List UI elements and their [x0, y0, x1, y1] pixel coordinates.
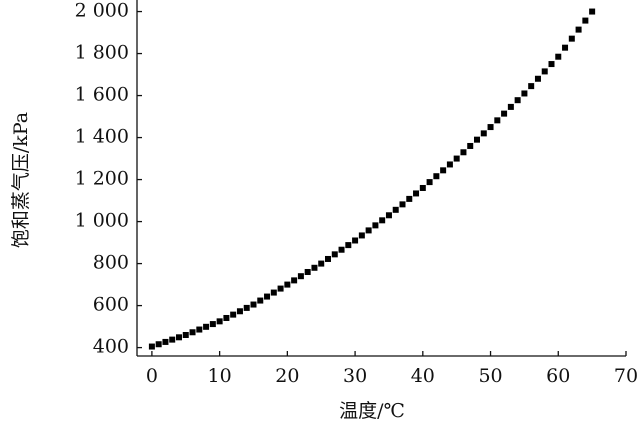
x-tick-label: 40	[411, 365, 435, 387]
point	[358, 232, 365, 239]
point	[209, 321, 216, 328]
point	[521, 90, 528, 97]
point	[331, 251, 338, 258]
point	[413, 190, 420, 197]
point	[277, 285, 284, 292]
point	[304, 268, 311, 275]
point	[236, 308, 243, 315]
point	[338, 246, 345, 253]
point	[223, 314, 230, 321]
y-tick-label: 1 600	[75, 84, 129, 106]
point	[291, 277, 298, 284]
x-tick-label: 60	[546, 365, 570, 387]
point	[264, 293, 271, 300]
point	[257, 297, 264, 304]
y-tick-label: 800	[93, 252, 129, 274]
point	[419, 184, 426, 191]
x-tick-label: 50	[478, 365, 502, 387]
point	[426, 179, 433, 186]
point	[487, 124, 494, 131]
point	[182, 331, 189, 338]
point	[284, 281, 291, 288]
point	[385, 212, 392, 219]
point	[379, 217, 386, 224]
point	[480, 130, 487, 137]
point	[562, 44, 569, 51]
point	[318, 260, 325, 267]
point	[473, 136, 480, 143]
point	[216, 318, 223, 325]
x-tick-label: 70	[614, 365, 638, 387]
point	[494, 117, 501, 124]
point	[534, 75, 541, 82]
point	[311, 264, 318, 271]
point	[270, 289, 277, 296]
y-axis-title: 饱和蒸气压/kPa	[10, 112, 32, 248]
point	[365, 227, 372, 234]
point	[467, 142, 474, 149]
x-tick-label: 10	[208, 365, 232, 387]
point	[568, 35, 575, 42]
point	[162, 338, 169, 345]
y-tick-label: 1 800	[75, 42, 129, 64]
point	[175, 334, 182, 341]
point	[352, 237, 359, 244]
point	[297, 273, 304, 280]
point	[345, 242, 352, 249]
point	[203, 323, 210, 330]
y-tick-label: 600	[93, 294, 129, 316]
point	[548, 61, 555, 68]
y-tick-label: 1 000	[75, 210, 129, 232]
point	[460, 149, 467, 156]
point	[189, 329, 196, 336]
point	[446, 161, 453, 168]
point	[392, 206, 399, 213]
x-axis-title: 温度/℃	[339, 400, 405, 422]
x-tick-label: 20	[275, 365, 299, 387]
point	[541, 68, 548, 75]
point	[155, 341, 162, 348]
point	[399, 201, 406, 208]
point	[230, 311, 237, 318]
y-tick-label: 2 000	[75, 0, 129, 22]
point	[575, 26, 582, 33]
point	[433, 173, 440, 180]
point	[440, 167, 447, 174]
point	[250, 301, 257, 308]
point	[507, 103, 514, 110]
point	[528, 83, 535, 90]
x-tick-label: 0	[146, 365, 158, 387]
point	[196, 326, 203, 333]
point	[169, 336, 176, 343]
point	[514, 97, 521, 104]
point	[453, 155, 460, 162]
point	[555, 53, 562, 60]
y-tick-label: 1 400	[75, 126, 129, 148]
point	[372, 222, 379, 229]
point	[406, 195, 413, 202]
x-tick-label: 30	[343, 365, 367, 387]
point	[324, 255, 331, 262]
y-tick-label: 400	[93, 336, 129, 358]
point	[243, 304, 250, 311]
y-tick-label: 1 200	[75, 168, 129, 190]
point	[148, 343, 155, 350]
point	[582, 17, 589, 24]
point	[589, 8, 596, 15]
point	[501, 110, 508, 117]
